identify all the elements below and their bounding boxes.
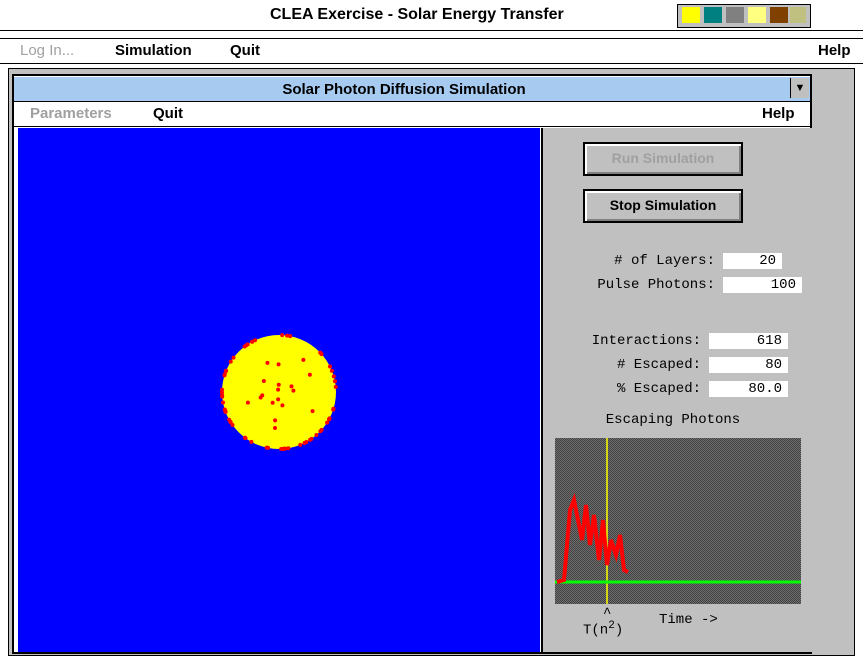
photon xyxy=(229,360,233,364)
run-button[interactable]: Run Simulation xyxy=(583,142,743,176)
field-label: # of Layers: xyxy=(614,253,715,269)
icon[interactable] xyxy=(748,7,766,23)
photon xyxy=(325,421,329,425)
photon xyxy=(332,374,336,378)
simulation-view xyxy=(18,128,540,652)
exponent: 2 xyxy=(608,620,615,632)
photon xyxy=(280,333,284,337)
photon xyxy=(330,369,334,373)
label-part: T(n xyxy=(583,623,608,639)
menu-item[interactable]: Quit xyxy=(230,42,260,59)
window-title: Solar Photon Diffusion Simulation xyxy=(14,81,794,98)
icon[interactable] xyxy=(726,7,744,23)
photon xyxy=(298,443,302,447)
photon xyxy=(304,440,308,444)
photon xyxy=(220,391,224,395)
photon xyxy=(291,389,295,393)
photon xyxy=(273,426,277,430)
photon xyxy=(285,334,289,338)
photon xyxy=(277,383,281,387)
photon xyxy=(277,362,281,366)
menu-item[interactable]: Help xyxy=(762,105,795,122)
photon xyxy=(243,436,247,440)
photon xyxy=(249,440,253,444)
photon xyxy=(232,356,236,360)
photon xyxy=(301,358,305,362)
menu-bar: Log In... Simulation Quit Help xyxy=(0,38,863,64)
stop-button[interactable]: Stop Simulation xyxy=(583,189,743,223)
field-label: Pulse Photons: xyxy=(597,277,715,293)
menu-item[interactable]: Parameters xyxy=(30,105,112,122)
photon xyxy=(320,352,324,356)
menu-item[interactable]: Log In... xyxy=(20,42,74,59)
photon xyxy=(286,446,290,450)
photon xyxy=(222,373,226,377)
field-value: 20 xyxy=(723,253,782,269)
field-label: Interactions: xyxy=(592,333,701,349)
photon xyxy=(223,407,227,411)
field-value: 618 xyxy=(709,333,788,349)
photon xyxy=(289,384,293,388)
menu-item[interactable]: Help xyxy=(818,42,851,59)
photon xyxy=(271,401,275,405)
photon xyxy=(276,388,280,392)
photon xyxy=(314,433,318,437)
photon xyxy=(276,397,280,401)
photon xyxy=(262,379,266,383)
field-label: % Escaped: xyxy=(617,381,701,397)
photon xyxy=(260,393,264,397)
escape-graph xyxy=(555,438,801,604)
photon xyxy=(328,365,332,369)
app-title: CLEA Exercise - Solar Energy Transfer xyxy=(270,6,564,24)
control-panel: Run Simulation Stop Simulation # of Laye… xyxy=(541,128,813,652)
menu-item[interactable]: Simulation xyxy=(115,42,192,59)
icon[interactable] xyxy=(790,7,806,23)
window-title-bar: Solar Photon Diffusion Simulation ▼ xyxy=(14,77,810,102)
photon xyxy=(273,418,277,422)
icon[interactable] xyxy=(704,7,722,23)
photon xyxy=(282,447,286,451)
icon[interactable] xyxy=(682,7,700,23)
photon xyxy=(318,429,322,433)
label-part: ) xyxy=(615,623,623,639)
menu-item[interactable]: Quit xyxy=(153,105,183,122)
field-value: 80 xyxy=(709,357,788,373)
photon xyxy=(334,385,338,389)
photon xyxy=(333,379,337,383)
field-value: 100 xyxy=(723,277,802,293)
photon xyxy=(253,338,257,342)
photon xyxy=(265,361,269,365)
field-label: # Escaped: xyxy=(617,357,701,373)
photon xyxy=(309,437,313,441)
x-label: Time -> xyxy=(659,612,718,628)
photon xyxy=(331,407,335,411)
photon xyxy=(266,446,270,450)
toolbar-icons[interactable] xyxy=(677,4,811,28)
photon xyxy=(243,345,247,349)
photon xyxy=(220,395,224,399)
dropdown-button[interactable]: ▼ xyxy=(790,78,809,98)
title-bar: CLEA Exercise - Solar Energy Transfer xyxy=(0,0,863,31)
window-menu: Parameters Quit Help xyxy=(14,102,810,127)
photon xyxy=(280,403,284,407)
field-value: 80.0 xyxy=(709,381,788,397)
photon xyxy=(228,420,232,424)
photon xyxy=(308,373,312,377)
y-label: T(n2) xyxy=(583,620,623,639)
icon[interactable] xyxy=(770,7,788,23)
screen: CLEA Exercise - Solar Energy Transfer Lo… xyxy=(0,0,863,654)
graph-title: Escaping Photons xyxy=(543,412,803,428)
photon xyxy=(221,400,225,404)
photon xyxy=(311,409,315,413)
photon xyxy=(246,401,250,405)
photon xyxy=(224,369,228,373)
